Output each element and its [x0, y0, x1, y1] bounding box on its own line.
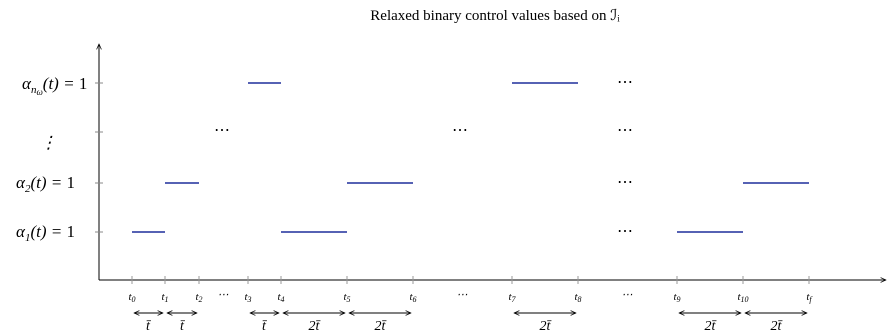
tick-label-t1: t1 [161, 291, 168, 304]
duration-label: 2t̄ [705, 319, 718, 334]
ellipsis: ⋯ [617, 122, 633, 139]
duration-label: 2t̄ [375, 319, 388, 334]
ellipsis: ⋯ [617, 74, 633, 91]
tick-label-t10: t10 [737, 291, 748, 304]
tick-label-t9: t9 [673, 291, 680, 304]
duration-label: 2t̄ [540, 319, 553, 334]
tick-label-t5: t5 [343, 291, 350, 304]
tick-label-t8: t8 [574, 291, 581, 304]
y-label-alpha-1: α1(t) = 1 [16, 222, 75, 244]
tick-label-t0: t0 [128, 291, 135, 304]
duration-label: t̄ [180, 319, 186, 334]
y-label-alpha-2: α2(t) = 1 [16, 173, 75, 195]
tick-label-tf: tf [806, 291, 813, 304]
ellipsis: ⋯ [452, 122, 468, 139]
tick-label-t4: t4 [277, 291, 284, 304]
duration-label: t̄ [262, 319, 268, 334]
tick-label-t7: t7 [508, 291, 516, 304]
y-label-vdots: ⋮ [40, 133, 57, 152]
control-segments [132, 82, 809, 233]
duration-labels: t̄ t̄ t̄ 2t̄ 2t̄ 2t̄ 2t̄ 2t̄ [146, 319, 784, 334]
ellipsis: ⋯ [617, 223, 633, 240]
tick-label-t6: t6 [409, 291, 416, 304]
tick-ellipsis: ⋯ [218, 289, 229, 301]
duration-label: 2t̄ [771, 319, 784, 334]
ellipsis: ⋯ [617, 174, 633, 191]
x-ticks [131, 276, 810, 284]
duration-label: t̄ [146, 319, 152, 334]
y-ticks [95, 82, 103, 233]
tick-ellipsis: ⋯ [622, 289, 633, 301]
duration-label: 2t̄ [309, 319, 322, 334]
ellipsis: ⋯ [214, 122, 230, 139]
plot-ellipses: ⋯ ⋯ ⋯ ⋯ ⋯ ⋯ [214, 74, 633, 240]
diagram-title: Relaxed binary control values based on ℐ… [370, 8, 620, 24]
tick-ellipsis: ⋯ [457, 289, 468, 301]
tick-label-t3: t3 [244, 291, 251, 304]
tick-label-t2: t2 [195, 291, 202, 304]
x-tick-labels: t0 t1 t2 ⋯ t3 t4 t5 t6 ⋯ t7 t8 ⋯ t9 t10 … [128, 289, 813, 304]
y-label-alpha-n-omega: αnω(t) = 1 [22, 74, 87, 97]
